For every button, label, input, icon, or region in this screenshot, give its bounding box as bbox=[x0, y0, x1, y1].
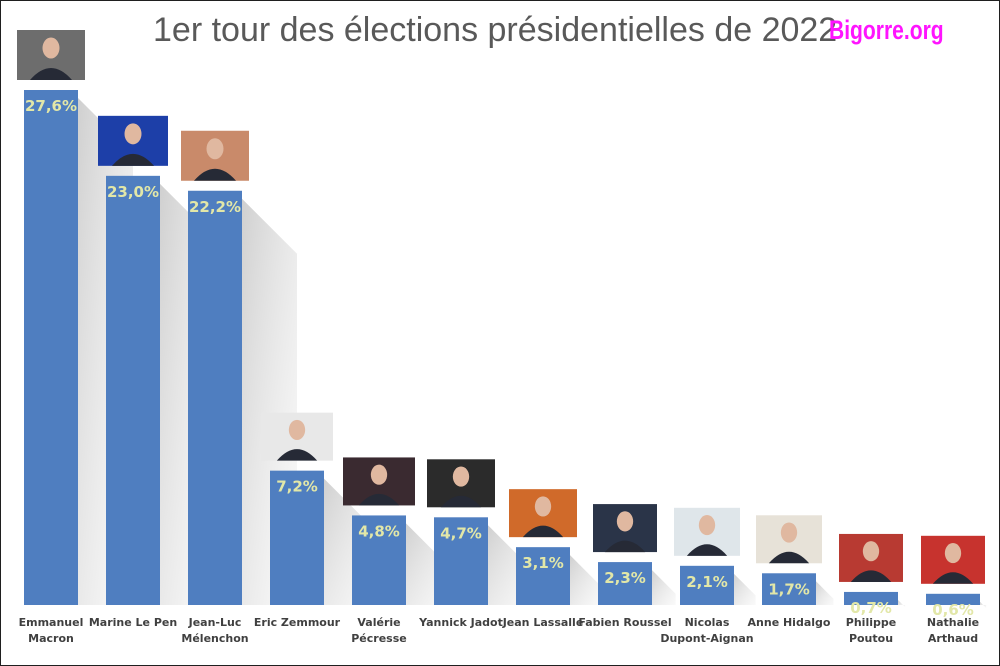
bar-value-label: 4,8% bbox=[358, 522, 400, 540]
bar-value-label: 0,6% bbox=[932, 601, 974, 619]
person-body-icon bbox=[932, 572, 974, 584]
category-label: Jean-Luc bbox=[188, 616, 242, 629]
candidate-photo bbox=[181, 130, 249, 181]
bar-value-label: 0,7% bbox=[850, 599, 892, 617]
person-head-icon bbox=[370, 464, 388, 485]
bar bbox=[516, 547, 570, 605]
category-label: Arthaud bbox=[928, 632, 978, 645]
category-label: Jean Lassalle bbox=[502, 616, 584, 629]
category-label: Dupont-Aignan bbox=[660, 632, 753, 645]
person-body-icon bbox=[686, 544, 728, 556]
bar-value-label: 22,2% bbox=[189, 198, 241, 216]
bar-value-label: 2,1% bbox=[686, 573, 728, 591]
category-label: Poutou bbox=[849, 632, 893, 645]
person-body-icon bbox=[850, 570, 892, 582]
person-head-icon bbox=[452, 466, 470, 487]
person-body-icon bbox=[768, 551, 810, 564]
person-body-icon bbox=[358, 493, 400, 506]
category-label: Anne Hidalgo bbox=[748, 616, 831, 629]
category-label: Nicolas bbox=[685, 616, 730, 629]
bar-shadow bbox=[898, 599, 906, 608]
candidate-photo bbox=[261, 412, 333, 461]
bar-value-label: 7,2% bbox=[276, 478, 318, 496]
category-label: Yannick Jadot bbox=[418, 616, 503, 629]
bar bbox=[844, 591, 898, 605]
candidate-photo bbox=[427, 459, 495, 508]
bar bbox=[434, 517, 488, 605]
category-label: Fabien Roussel bbox=[578, 616, 671, 629]
candidate-photo bbox=[98, 115, 168, 166]
bar bbox=[270, 470, 324, 605]
bar-value-label: 4,7% bbox=[440, 524, 482, 542]
person-head-icon bbox=[124, 123, 142, 145]
person-head-icon bbox=[42, 37, 60, 59]
category-label: Eric Zemmour bbox=[254, 616, 341, 629]
bar-shadow bbox=[570, 555, 602, 605]
candidate-photo bbox=[674, 507, 740, 556]
person-head-icon bbox=[534, 496, 552, 517]
person-head-icon bbox=[206, 138, 224, 160]
bar-shadow bbox=[734, 573, 756, 605]
bar bbox=[680, 565, 734, 605]
person-body-icon bbox=[522, 525, 564, 538]
bar-shadow bbox=[816, 581, 834, 605]
category-label: Valérie bbox=[357, 616, 400, 629]
candidate-photo bbox=[756, 515, 822, 564]
person-head-icon bbox=[862, 541, 880, 562]
bar-value-label: 3,1% bbox=[522, 554, 564, 572]
bar-value-label: 27,6% bbox=[25, 97, 77, 115]
person-head-icon bbox=[780, 522, 798, 543]
category-label: Marine Le Pen bbox=[89, 616, 177, 629]
watermark-text: Bigorre.org bbox=[829, 15, 944, 45]
person-head-icon bbox=[288, 419, 306, 441]
bar-shadow bbox=[652, 570, 676, 605]
chart-title: 1er tour des élections présidentielles d… bbox=[153, 11, 838, 49]
person-head-icon bbox=[944, 543, 962, 564]
category-label: Macron bbox=[28, 632, 74, 645]
candidate-photo bbox=[921, 535, 985, 584]
category-label: Pécresse bbox=[351, 632, 406, 645]
candidate-photo bbox=[343, 457, 415, 506]
candidate-photo bbox=[17, 30, 85, 80]
bar-value-label: 2,3% bbox=[604, 569, 646, 587]
bar bbox=[598, 562, 652, 605]
person-body-icon bbox=[440, 495, 482, 508]
category-label: Philippe bbox=[846, 616, 896, 629]
bar bbox=[106, 175, 160, 606]
person-body-icon bbox=[112, 153, 154, 166]
category-label: Mélenchon bbox=[181, 632, 248, 645]
bar-value-label: 1,7% bbox=[768, 580, 810, 598]
person-head-icon bbox=[616, 511, 634, 532]
person-body-icon bbox=[276, 449, 318, 461]
bar bbox=[24, 90, 78, 605]
bar-shadow bbox=[980, 601, 987, 608]
category-label: Emmanuel bbox=[19, 616, 84, 629]
bar bbox=[352, 515, 406, 605]
person-body-icon bbox=[30, 68, 72, 80]
candidate-photo bbox=[593, 504, 657, 553]
person-body-icon bbox=[194, 168, 236, 181]
person-body-icon bbox=[604, 540, 646, 553]
person-head-icon bbox=[698, 515, 716, 536]
candidate-photo bbox=[839, 533, 903, 582]
bar bbox=[188, 190, 242, 605]
bar bbox=[762, 573, 816, 605]
bar bbox=[926, 593, 980, 605]
bar-value-label: 23,0% bbox=[107, 183, 159, 201]
category-label: Nathalie bbox=[927, 616, 979, 629]
candidate-photo bbox=[509, 489, 577, 538]
